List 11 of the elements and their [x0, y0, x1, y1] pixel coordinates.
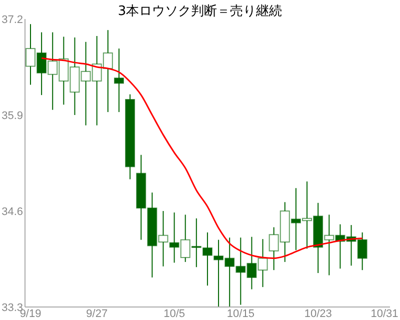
x-tick-label: 10/5	[164, 308, 186, 320]
x-tick-label: 9/27	[86, 308, 108, 320]
y-tick-label: 34.6	[2, 206, 23, 218]
x-tick-label: 9/19	[20, 308, 42, 320]
x-tick-label: 10/23	[304, 308, 332, 320]
x-tick-label: 10/15	[226, 308, 254, 320]
x-tick-label: 10/31	[370, 308, 398, 320]
chart-title: 3本ロウソク判断＝売り継続	[118, 4, 282, 19]
y-tick-label: 35.9	[2, 110, 23, 122]
candlestick	[114, 48, 124, 113]
y-tick-label: 37.2	[2, 14, 23, 26]
